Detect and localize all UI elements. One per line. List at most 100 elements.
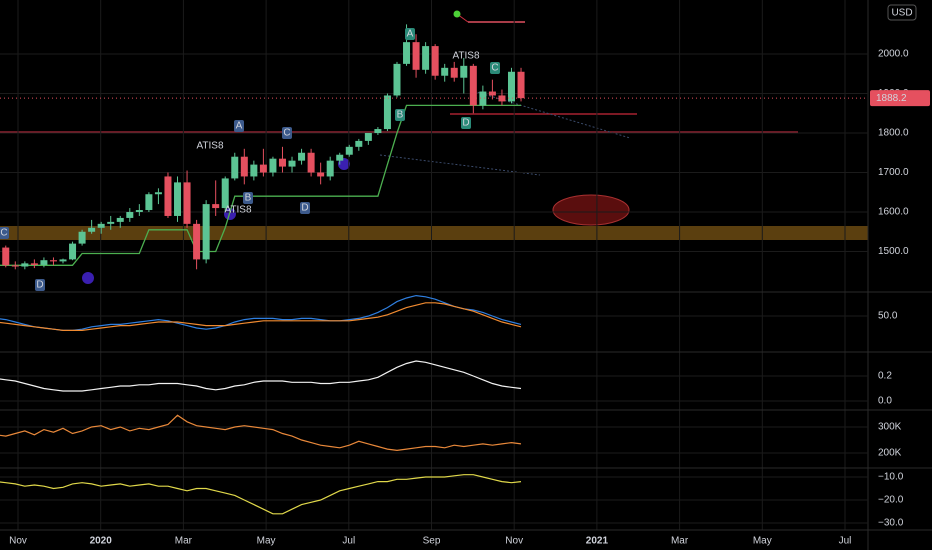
candle-body — [469, 65, 477, 106]
candle-body — [69, 243, 77, 260]
y-tick-label: 300K — [878, 422, 902, 433]
indicator-line — [0, 302, 522, 331]
candle-body — [422, 46, 430, 70]
annotation-label: B — [397, 110, 404, 121]
candle-body — [364, 133, 372, 141]
candle-body — [59, 259, 67, 262]
annotation-badge — [243, 192, 253, 204]
drawing-dot — [453, 10, 461, 18]
candle-body — [240, 156, 248, 177]
candle-body — [517, 71, 525, 99]
candle-body — [30, 263, 38, 265]
x-tick-label: 2020 — [90, 536, 113, 547]
candle-body — [374, 129, 382, 134]
candle-body — [326, 160, 334, 177]
annotation-label: C — [491, 63, 498, 74]
candle-body — [145, 194, 153, 211]
candle-body — [441, 67, 449, 76]
y-tick-label: −20.0 — [878, 495, 904, 506]
candle-body — [202, 204, 210, 260]
indicator-line — [0, 294, 522, 331]
annotation-badge — [405, 28, 415, 40]
candle-body — [21, 263, 29, 267]
y-tick-label: 200K — [878, 448, 902, 459]
annotation-label: ATIS8 — [224, 205, 251, 216]
y-tick-label: 1600.0 — [878, 207, 909, 218]
candle-body — [288, 160, 296, 167]
x-tick-label: May — [753, 536, 772, 547]
candle-body — [126, 212, 134, 218]
last-price-label: 1888.2 — [876, 93, 907, 104]
y-tick-label: 1800.0 — [878, 128, 909, 139]
candle-body — [393, 63, 401, 96]
y-tick-label: 0.0 — [878, 396, 892, 407]
currency-badge[interactable] — [887, 4, 917, 21]
candle-body — [154, 192, 162, 195]
y-tick-label: 50.0 — [878, 311, 898, 322]
annotation-label: D — [462, 118, 469, 129]
candle-body — [78, 231, 86, 244]
candle-body — [88, 227, 96, 232]
candle-body — [317, 172, 325, 177]
candle-body — [479, 91, 487, 106]
x-tick-label: 2021 — [586, 536, 609, 547]
candle-body — [498, 95, 506, 102]
x-tick-label: Nov — [505, 536, 523, 547]
annotation-label: D — [301, 203, 308, 214]
candle-body — [298, 152, 306, 161]
annotation-label: C — [283, 128, 290, 139]
annotation-badge — [234, 120, 244, 132]
candle-body — [164, 176, 172, 216]
y-tick-label: −10.0 — [878, 472, 904, 483]
annotation-badge — [0, 227, 9, 239]
x-tick-label: Jul — [839, 536, 852, 547]
annotation-label: ATIS8 — [452, 51, 479, 62]
y-tick-label: 2000.0 — [878, 49, 909, 60]
candle-body — [135, 210, 143, 213]
y-tick-label: 1700.0 — [878, 167, 909, 178]
annotation-badge — [282, 127, 292, 139]
marker-dot — [338, 158, 350, 170]
candle-body — [383, 95, 391, 130]
candle-body — [488, 91, 496, 96]
candle-body — [97, 223, 105, 228]
indicator-line — [0, 474, 522, 515]
candle-body — [450, 67, 458, 78]
candle-body — [412, 42, 420, 70]
candle-body — [2, 247, 10, 266]
candle-body — [11, 265, 19, 267]
annotation-badge — [395, 109, 405, 121]
currency: USD — [891, 8, 912, 19]
candle-body — [49, 260, 57, 262]
indicator-line — [0, 414, 522, 452]
candle-body — [269, 158, 277, 173]
y-tick-label: 0.2 — [878, 371, 892, 382]
candle-body — [40, 260, 48, 265]
candle-body — [231, 156, 239, 179]
candle-body — [212, 204, 220, 209]
annotation-label: ATIS8 — [196, 141, 223, 152]
annotation-label: D — [36, 280, 43, 291]
candle-body — [116, 217, 124, 222]
annotation-badge — [490, 62, 500, 74]
zone — [0, 226, 868, 240]
candle-body — [307, 152, 315, 173]
candle-body — [183, 182, 191, 224]
candle-body — [460, 65, 468, 78]
candle-body — [336, 154, 344, 161]
last-price-badge — [870, 90, 930, 107]
marker-dot — [82, 272, 94, 284]
candle-body — [259, 164, 267, 173]
x-tick-label: Mar — [175, 536, 193, 547]
candle-body — [221, 178, 229, 209]
x-tick-label: May — [257, 536, 276, 547]
x-tick-label: Nov — [9, 536, 27, 547]
candle-body — [193, 223, 201, 260]
candle-body — [345, 146, 353, 155]
candle-body — [174, 182, 182, 216]
candle-body — [107, 221, 115, 224]
ellipse-drawing — [552, 194, 630, 226]
candle-body — [278, 158, 286, 167]
annotation-label: A — [236, 121, 243, 132]
